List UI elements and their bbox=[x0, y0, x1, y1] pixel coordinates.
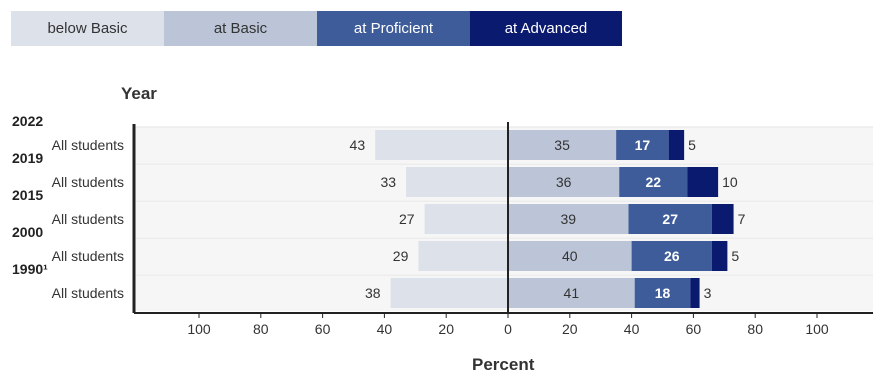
bar-below-basic bbox=[375, 130, 508, 160]
bar-at-proficient bbox=[619, 167, 688, 197]
legend-at-advanced: at Advanced bbox=[470, 11, 622, 46]
bar-below-basic bbox=[390, 278, 508, 308]
label-at-proficient: 18 bbox=[655, 285, 671, 301]
label-at-advanced: 3 bbox=[704, 285, 712, 301]
x-tick-label: 100 bbox=[187, 321, 211, 337]
bar-at-advanced bbox=[690, 278, 700, 308]
year-label: 2015 bbox=[12, 187, 43, 203]
bar-below-basic bbox=[406, 167, 508, 197]
x-tick-label: 60 bbox=[686, 321, 702, 337]
bar-at-proficient bbox=[616, 130, 669, 160]
legend: below Basic at Basic at Proficient at Ad… bbox=[11, 11, 622, 46]
label-at-basic: 40 bbox=[562, 248, 578, 264]
legend-at-basic: at Basic bbox=[164, 11, 317, 46]
bar-at-basic bbox=[508, 130, 617, 160]
category-label: All students bbox=[52, 174, 124, 190]
bar-below-basic bbox=[418, 241, 508, 271]
x-tick-label: 40 bbox=[624, 321, 640, 337]
year-label: 2022 bbox=[12, 113, 43, 129]
label-at-advanced: 5 bbox=[688, 137, 696, 153]
label-at-basic: 39 bbox=[560, 211, 576, 227]
label-below-basic: 27 bbox=[399, 211, 415, 227]
label-below-basic: 33 bbox=[380, 174, 396, 190]
label-at-basic: 35 bbox=[554, 137, 570, 153]
x-tick-label: 80 bbox=[253, 321, 269, 337]
bar-at-proficient bbox=[634, 278, 691, 308]
bar-at-proficient bbox=[631, 241, 712, 271]
label-at-advanced: 5 bbox=[731, 248, 739, 264]
x-tick-label: 20 bbox=[438, 321, 454, 337]
label-at-proficient: 17 bbox=[635, 137, 651, 153]
label-at-proficient: 27 bbox=[662, 211, 678, 227]
label-at-proficient: 26 bbox=[664, 248, 680, 264]
label-at-advanced: 10 bbox=[722, 174, 738, 190]
x-tick-label: 20 bbox=[562, 321, 578, 337]
bar-at-basic bbox=[508, 167, 620, 197]
label-below-basic: 29 bbox=[393, 248, 409, 264]
bar-below-basic bbox=[424, 204, 508, 234]
x-tick-label: 60 bbox=[315, 321, 331, 337]
x-tick-label: 80 bbox=[747, 321, 763, 337]
year-label: 1990¹ bbox=[12, 261, 48, 277]
x-tick-label: 40 bbox=[377, 321, 393, 337]
bar-at-advanced bbox=[711, 204, 734, 234]
bar-at-proficient bbox=[628, 204, 712, 234]
label-at-proficient: 22 bbox=[645, 174, 661, 190]
label-at-basic: 36 bbox=[556, 174, 572, 190]
year-label: 2000 bbox=[12, 224, 43, 240]
label-below-basic: 38 bbox=[365, 285, 381, 301]
bar-at-advanced bbox=[668, 130, 685, 160]
label-below-basic: 43 bbox=[350, 137, 366, 153]
bar-at-basic bbox=[508, 241, 632, 271]
bar-at-basic bbox=[508, 204, 629, 234]
bar-at-advanced bbox=[687, 167, 719, 197]
x-axis-title: Percent bbox=[472, 355, 535, 374]
category-label: All students bbox=[52, 248, 124, 264]
category-label: All students bbox=[52, 285, 124, 301]
x-tick-label: 0 bbox=[504, 321, 512, 337]
legend-below-basic: below Basic bbox=[11, 11, 164, 46]
label-at-advanced: 7 bbox=[738, 211, 746, 227]
legend-at-proficient: at Proficient bbox=[317, 11, 470, 46]
label-at-basic: 41 bbox=[564, 285, 580, 301]
x-tick-label: 100 bbox=[805, 321, 829, 337]
y-axis-title: Year bbox=[121, 84, 157, 103]
bar-at-basic bbox=[508, 278, 635, 308]
category-label: All students bbox=[52, 137, 124, 153]
bar-at-advanced bbox=[711, 241, 728, 271]
year-label: 2019 bbox=[12, 150, 43, 166]
category-label: All students bbox=[52, 211, 124, 227]
